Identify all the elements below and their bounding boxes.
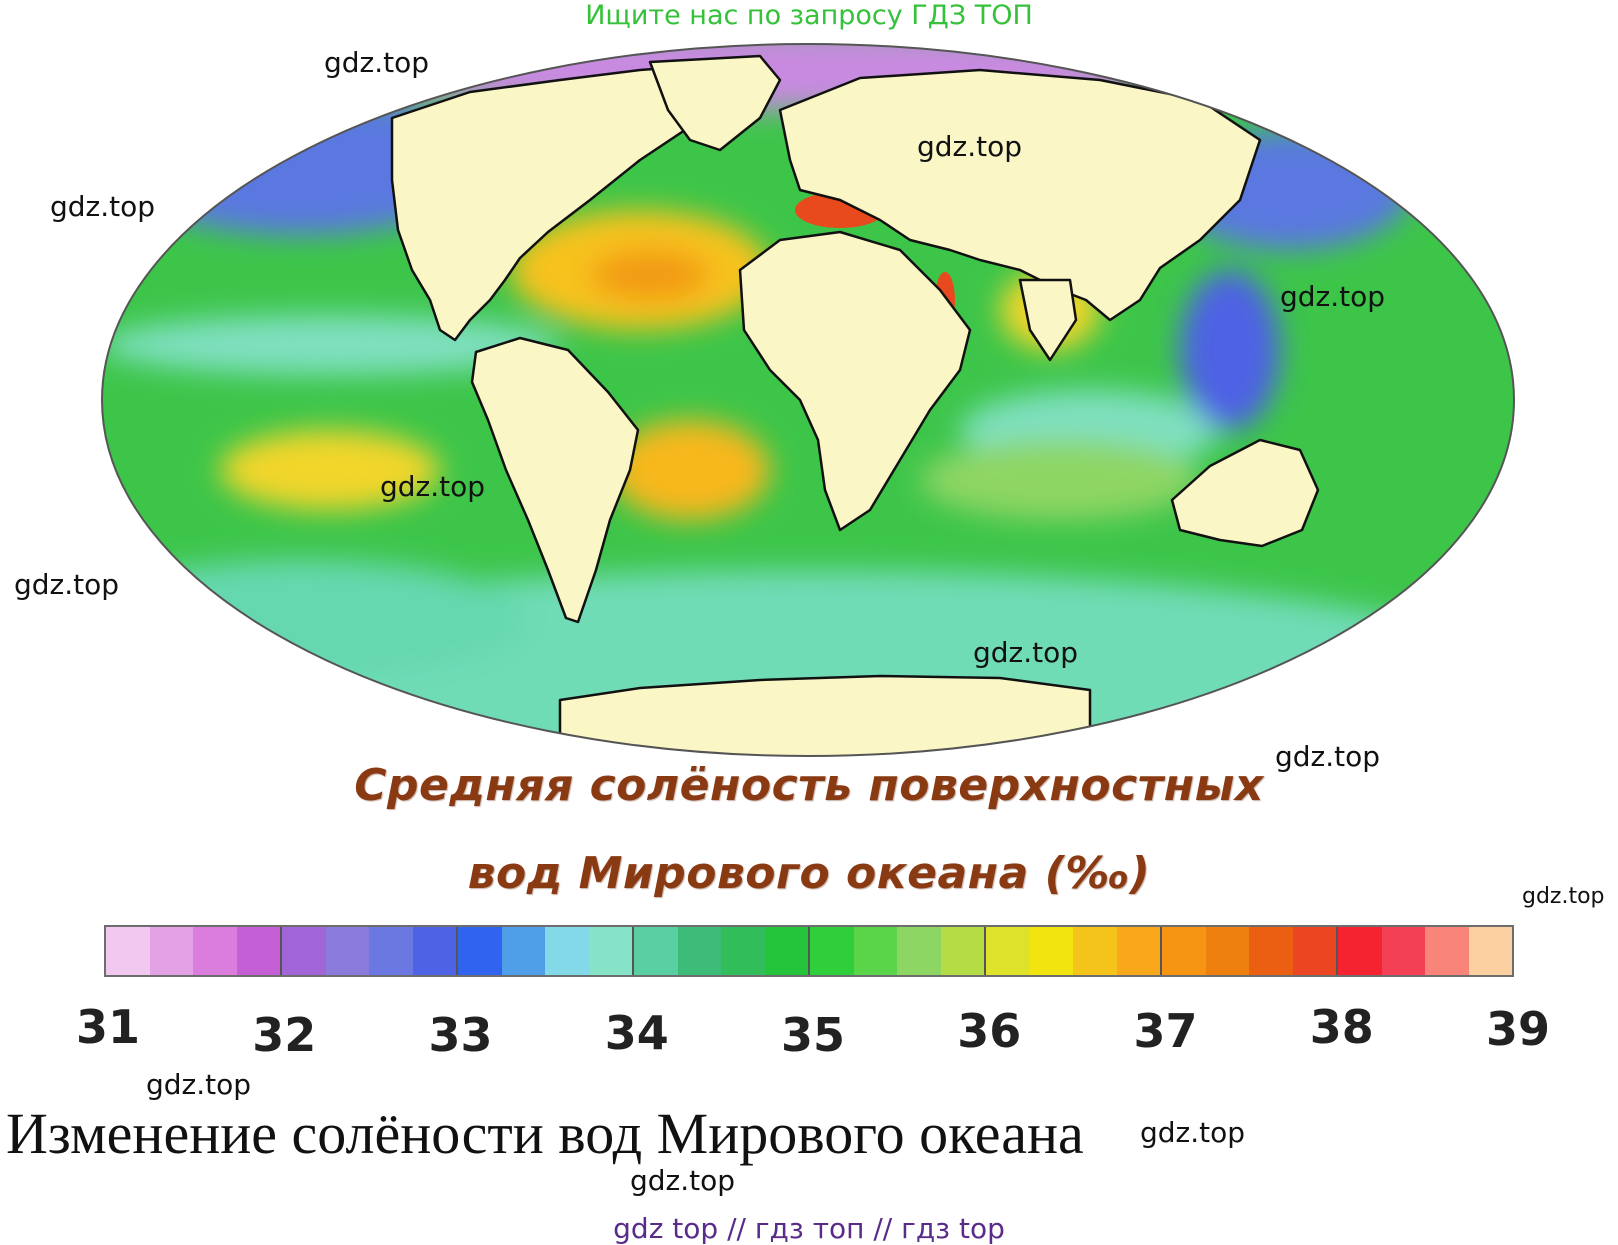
legend-swatch: [1116, 927, 1162, 975]
legend-swatch: [1468, 927, 1512, 975]
india: [1018, 278, 1078, 362]
watermark-text: gdz.top: [1140, 1116, 1246, 1149]
caption: Изменение солёности вод Мирового океана: [6, 1101, 1084, 1166]
legend-swatch: [677, 927, 721, 975]
watermark-text: gdz.top: [380, 470, 486, 503]
antarctica: [558, 674, 1092, 756]
legend-tick-label: 35: [781, 1008, 846, 1062]
north-atlantic-core: [590, 250, 710, 300]
legend-swatch: [1029, 927, 1073, 975]
legend-tick-label: 32: [252, 1008, 317, 1062]
africa: [738, 230, 972, 532]
legend-swatch: [897, 927, 941, 975]
legend-swatch: [1073, 927, 1117, 975]
legend-swatch: [106, 927, 150, 975]
legend-swatch: [853, 927, 897, 975]
globe-outline: [101, 43, 1515, 757]
watermark-text: gdz.top: [1280, 280, 1386, 313]
legend-swatch: [1292, 927, 1338, 975]
watermark-text: gdz.top: [1522, 884, 1605, 909]
legend-tick-label: 38: [1309, 1000, 1374, 1054]
legend-tick-label: 39: [1486, 1002, 1551, 1056]
greenland: [648, 54, 782, 152]
legend-swatch: [634, 927, 678, 975]
watermark-text: gdz.top: [146, 1068, 252, 1101]
legend-swatch: [369, 927, 413, 975]
legend-tick-label: 31: [76, 1000, 141, 1054]
watermark-text: gdz.top: [630, 1164, 736, 1197]
watermark-text: gdz.top: [973, 636, 1079, 669]
south-pacific-high: [220, 430, 440, 510]
legend-swatch: [325, 927, 369, 975]
indonesia-low: [1180, 270, 1280, 430]
top-banner: Ищите нас по запросу ГДЗ ТОП: [585, 0, 1033, 31]
legend-tick-label: 34: [604, 1006, 669, 1060]
legend-swatch: [1162, 927, 1206, 975]
australia: [1170, 438, 1320, 548]
legend-swatch: [412, 927, 458, 975]
legend-tick-label: 37: [1133, 1004, 1198, 1058]
legend-swatch: [1249, 927, 1293, 975]
legend-tick-label: 36: [957, 1004, 1022, 1058]
legend-swatch: [764, 927, 810, 975]
south-america: [470, 336, 640, 624]
legend-swatch: [1425, 927, 1469, 975]
watermark-text: gdz.top: [50, 190, 156, 223]
map-title-line-2: вод Мирового океана (‰): [467, 848, 1151, 899]
map-title-line-1: Средняя солёность поверхностных: [354, 760, 1264, 811]
legend-swatch: [810, 927, 854, 975]
legend-swatch: [193, 927, 237, 975]
legend-swatch: [1205, 927, 1249, 975]
legend-tick-label: 33: [428, 1008, 493, 1062]
legend-swatch: [545, 927, 589, 975]
watermark-text: gdz.top: [14, 568, 120, 601]
salinity-legend-bar: [104, 925, 1514, 977]
legend-swatch: [986, 927, 1030, 975]
footer-links: gdz top // гдз топ // гдз top: [613, 1212, 1005, 1245]
south-pacific-teal: [102, 560, 530, 680]
watermark-text: gdz.top: [324, 46, 430, 79]
legend-swatch: [501, 927, 545, 975]
watermark-text: gdz.top: [1275, 740, 1381, 773]
watermark-text: gdz.top: [917, 130, 1023, 163]
legend-swatch: [1381, 927, 1425, 975]
eurasia: [778, 68, 1262, 322]
salinity-world-map: [101, 43, 1515, 757]
legend-swatch: [282, 927, 326, 975]
indian-south-high: [920, 440, 1200, 520]
legend-swatch: [149, 927, 193, 975]
south-atlantic-high: [610, 420, 770, 520]
legend-swatch: [721, 927, 765, 975]
legend-swatch: [458, 927, 502, 975]
legend-swatch: [1338, 927, 1382, 975]
legend-swatch: [940, 927, 986, 975]
legend-swatch: [236, 927, 282, 975]
legend-swatch: [588, 927, 634, 975]
